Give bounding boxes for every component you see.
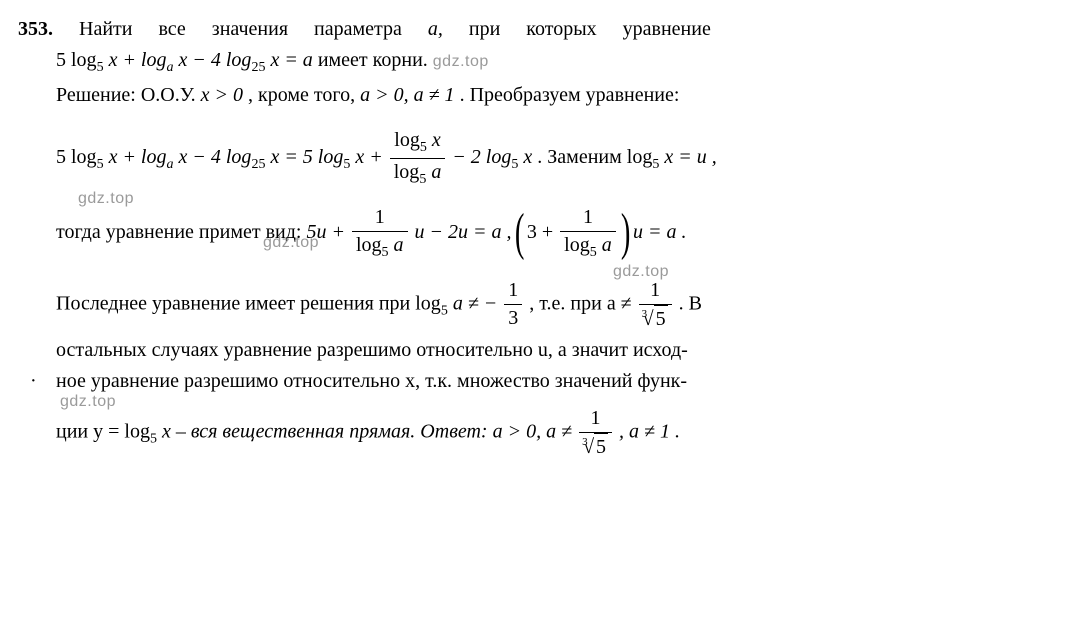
text: x – вся вещественная прямая. Ответ: a > … [157, 420, 577, 442]
watermark: gdz.top [263, 232, 319, 254]
math: x = a [265, 49, 312, 71]
solution-condition: gdz.top Последнее уравнение имеет решени… [18, 277, 1071, 333]
math: x + [350, 146, 387, 168]
answer-line: gdz.top ции y = log5 x – вся вещественна… [18, 405, 1071, 461]
fraction: 1 3 [504, 277, 522, 332]
word: все [158, 18, 185, 40]
radical: 3 √5 [583, 433, 608, 461]
root-index: 3 [642, 307, 648, 322]
watermark: gdz.top [433, 53, 489, 70]
text: , т.е. при a ≠ [529, 292, 636, 314]
math: a ≠ − [448, 292, 502, 314]
text: ное уравнение разрешимо относительно x, … [56, 370, 687, 392]
subscript: 25 [251, 60, 265, 75]
watermark: gdz.top [78, 188, 134, 210]
math: 3 + [527, 221, 558, 243]
bullet-dot: · [30, 368, 37, 395]
subscript: 5 [420, 140, 427, 155]
word: параметра [314, 18, 402, 40]
math: u − 2u = a , [415, 221, 517, 243]
word: Найти [79, 18, 132, 40]
watermark: gdz.top [613, 261, 669, 283]
solution-domain: Решение: О.О.У. x > 0 , кроме того, a > … [18, 82, 1071, 109]
fraction: 1 log5 a [560, 204, 616, 263]
subscript: 5 [97, 157, 104, 172]
math: x [518, 146, 532, 168]
word: которых [526, 18, 596, 40]
fraction: log5 x log5 a [390, 127, 446, 190]
text: . В [679, 292, 702, 314]
text: остальных случаях уравнение разрешимо от… [56, 339, 688, 361]
math: a > 0, a ≠ 1 [360, 84, 454, 106]
math: log [564, 234, 590, 256]
word: значения [212, 18, 288, 40]
subscript: 5 [97, 60, 104, 75]
paren-left: ( [514, 207, 524, 259]
text: . Заменим log [537, 146, 652, 168]
math: log [394, 161, 420, 183]
math: x − 4 log [174, 49, 252, 71]
math: x > 0 [201, 84, 243, 106]
fraction: 1 3 √5 [639, 277, 672, 333]
text: ции y = log [56, 420, 150, 442]
denominator: 3 [504, 304, 522, 332]
text: . Преобразуем уравнение: [460, 84, 680, 106]
math: log [356, 234, 382, 256]
math: x = 5 log [265, 146, 343, 168]
radicand: 5 [654, 305, 668, 333]
math: a [597, 234, 612, 256]
text: , a ≠ 1 . [619, 420, 680, 442]
text: Решение: О.О.У. [56, 84, 201, 106]
subscript: 5 [150, 431, 157, 446]
solution-text-1: остальных случаях уравнение разрешимо от… [18, 337, 1071, 364]
subscript: 5 [441, 303, 448, 318]
numerator: 1 [352, 204, 408, 231]
watermark: gdz.top [60, 391, 116, 413]
word: уравнение [623, 18, 711, 40]
subscript: a [167, 157, 174, 172]
solution-text-2: · ное уравнение разрешимо относительно x… [18, 368, 1071, 395]
equation-transform: 5 log5 x + loga x − 4 log25 x = 5 log5 x… [18, 127, 1071, 190]
numerator: 1 [560, 204, 616, 231]
math: x + log [104, 146, 167, 168]
problem-number: 353. [18, 18, 53, 40]
word: a, [428, 18, 443, 40]
subscript: a [167, 60, 174, 75]
numerator: 1 [504, 277, 522, 304]
word: при [469, 18, 500, 40]
subscript: 5 [382, 245, 389, 260]
equation-given: 5 log5 x + loga x − 4 log25 x = a имеет … [18, 47, 1071, 78]
math: x = u , [659, 146, 716, 168]
math: − 2 log [452, 146, 511, 168]
fraction: 1 3 √5 [579, 405, 612, 461]
math: a [389, 234, 404, 256]
problem-statement-line1: 353. Найти все значения параметра a, при… [18, 16, 1071, 43]
root-index: 3 [582, 435, 588, 450]
math: 5 log [56, 49, 97, 71]
math: a [426, 161, 441, 183]
text: имеет корни. [318, 49, 428, 71]
fraction: 1 log5 a [352, 204, 408, 263]
math: u = a . [633, 221, 687, 243]
equation-substituted: gdz.top gdz.top тогда уравнение примет в… [18, 204, 1071, 263]
math: log [394, 129, 420, 151]
subscript: 5 [590, 245, 597, 260]
math: x + log [104, 49, 167, 71]
math: x [427, 129, 441, 151]
radicand: 5 [594, 433, 608, 461]
text: , кроме того, [248, 84, 360, 106]
math: x − 4 log [174, 146, 252, 168]
math: 5 log [56, 146, 97, 168]
text: Последнее уравнение имеет решения при lo… [56, 292, 441, 314]
paren-right: ) [621, 207, 631, 259]
subscript: 25 [251, 157, 265, 172]
numerator: 1 [579, 405, 612, 432]
radical: 3 √5 [643, 305, 668, 333]
